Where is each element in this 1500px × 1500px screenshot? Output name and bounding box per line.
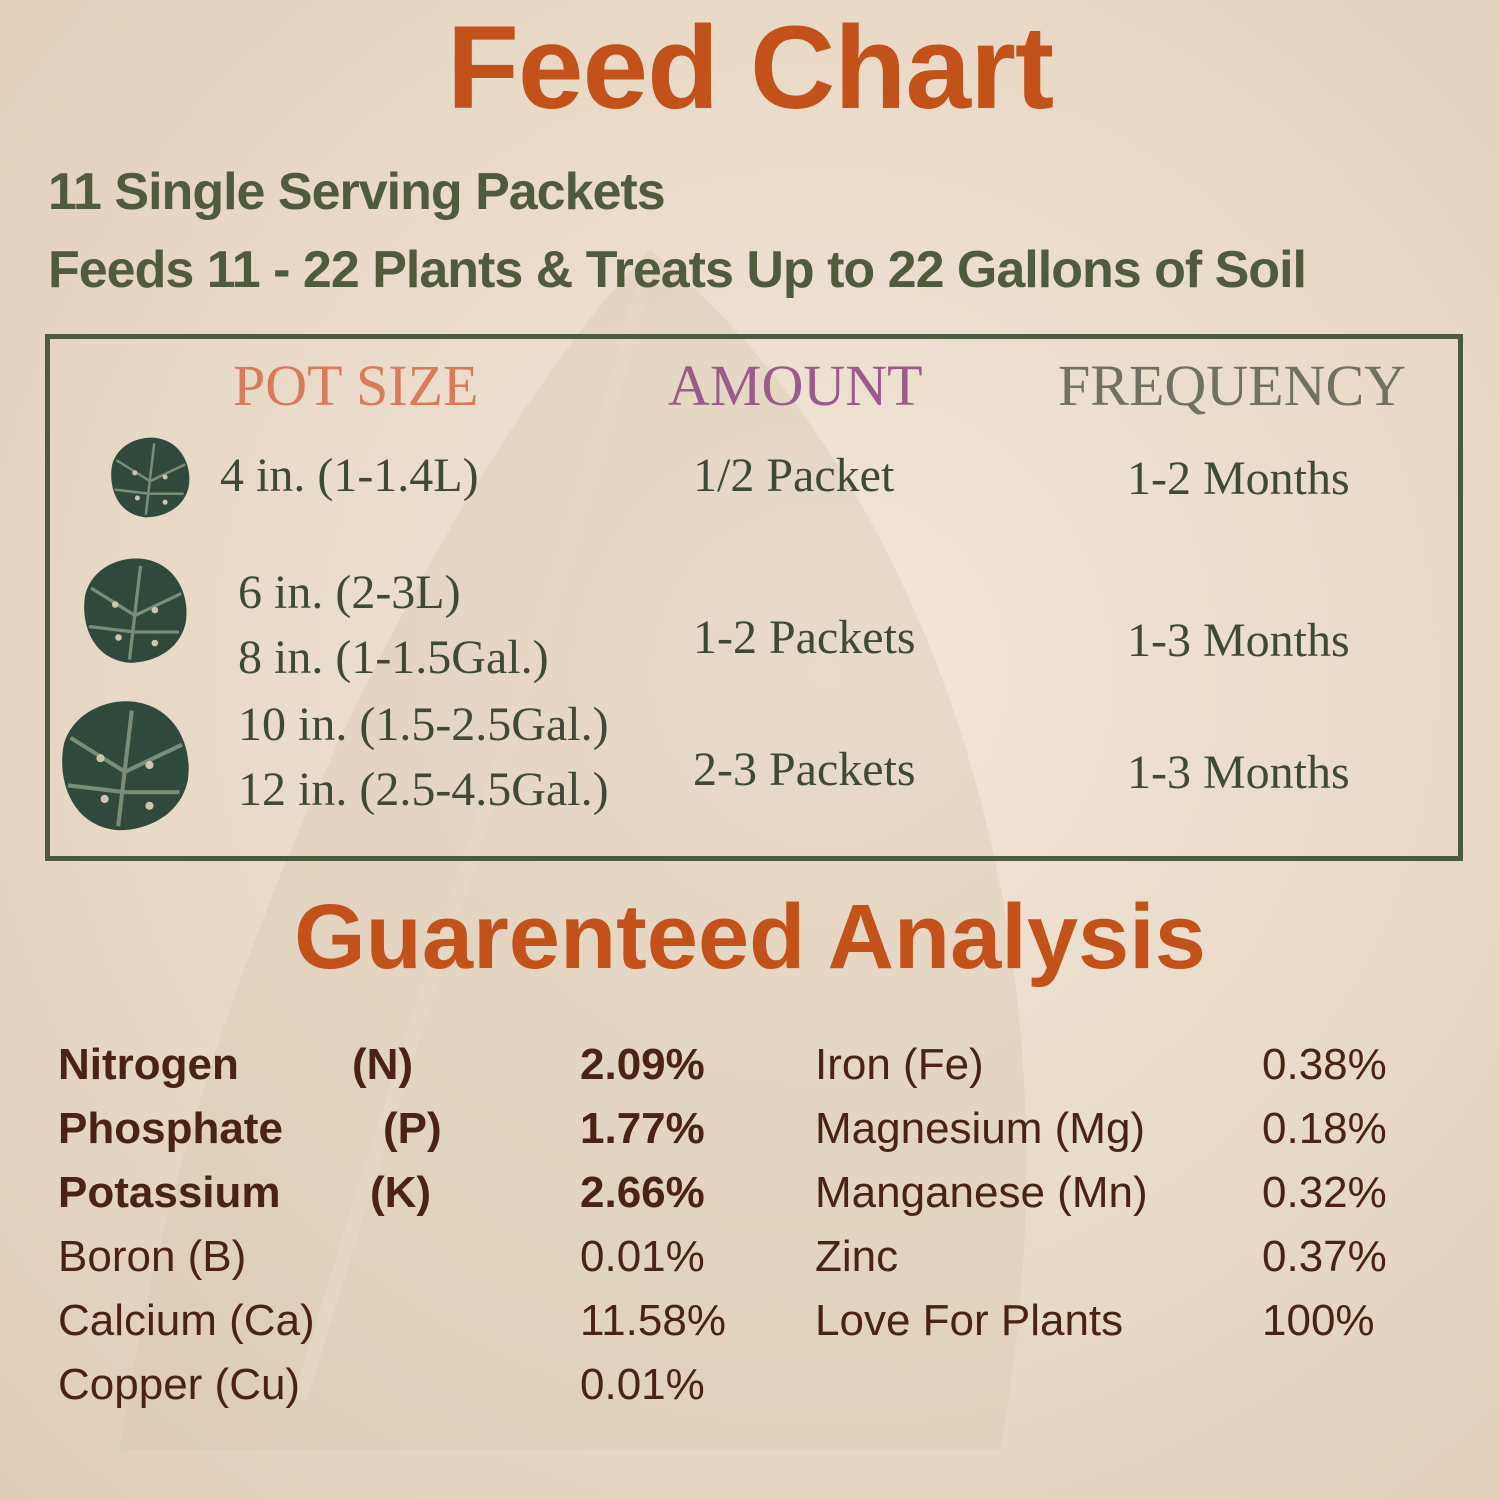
pot-size: 8 in. (1-1.5Gal.) <box>238 631 549 684</box>
nutrient-value: 0.38% <box>1262 1040 1387 1089</box>
subtitle: Feeds 11 - 22 Plants & Treats Up to 22 G… <box>48 241 1307 299</box>
nutrient-value: 100% <box>1262 1296 1375 1345</box>
title: Feed Chart <box>446 2 1054 134</box>
nutrient-name: Boron (B) <box>58 1232 247 1281</box>
nutrient-value: 1.77% <box>580 1104 705 1153</box>
frequency: 1-3 Months <box>1127 746 1350 799</box>
amount: 1-2 Packets <box>693 611 916 664</box>
nutrient-value: 0.01% <box>580 1360 705 1409</box>
frequency: 1-2 Months <box>1127 452 1350 505</box>
nutrient-value: 0.18% <box>1262 1104 1387 1153</box>
nutrient-name: Love For Plants <box>815 1296 1124 1345</box>
nutrient-value: 0.01% <box>580 1232 705 1281</box>
pot-size: 10 in. (1.5-2.5Gal.) <box>238 698 609 751</box>
nutrient-name: Magnesium (Mg) <box>815 1104 1146 1153</box>
nutrient-symbol: (P) <box>383 1104 442 1153</box>
nutrient-name: Zinc <box>815 1232 899 1281</box>
leaf-icon <box>84 558 187 663</box>
nutrient-value: 2.66% <box>580 1168 705 1217</box>
nutrient-name: Potassium <box>58 1168 281 1217</box>
nutrient-value: 2.09% <box>580 1040 705 1089</box>
leaf-icon <box>111 437 190 518</box>
column-header: AMOUNT <box>668 353 923 418</box>
nutrient-name: Phosphate <box>58 1104 283 1153</box>
nutrient-name: Iron (Fe) <box>815 1040 984 1089</box>
amount: 2-3 Packets <box>693 743 916 796</box>
pot-size: 4 in. (1-1.4L) <box>220 449 479 502</box>
nutrient-value: 11.58% <box>580 1296 726 1345</box>
pot-size: 12 in. (2.5-4.5Gal.) <box>238 763 609 816</box>
nutrient-name: Copper (Cu) <box>58 1360 301 1409</box>
nutrient-symbol: (K) <box>370 1168 432 1217</box>
column-header: POT SIZE <box>233 353 479 418</box>
subtitle: 11 Single Serving Packets <box>48 163 666 221</box>
nutrient-value: 0.37% <box>1262 1232 1387 1281</box>
nutrient-name: Calcium (Ca) <box>58 1296 315 1345</box>
pot-size: 6 in. (2-3L) <box>238 566 461 619</box>
nutrient-name: Manganese (Mn) <box>815 1168 1148 1217</box>
amount: 1/2 Packet <box>693 449 895 502</box>
column-header: FREQUENCY <box>1058 353 1407 418</box>
frequency: 1-3 Months <box>1127 614 1350 667</box>
nutrient-symbol: (N) <box>352 1040 414 1089</box>
nutrient-name: Nitrogen <box>58 1040 239 1089</box>
leaf-icon <box>62 701 189 831</box>
section-title: Guarenteed Analysis <box>294 886 1206 988</box>
nutrient-value: 0.32% <box>1262 1168 1387 1217</box>
feed-table-frame <box>45 334 1463 861</box>
